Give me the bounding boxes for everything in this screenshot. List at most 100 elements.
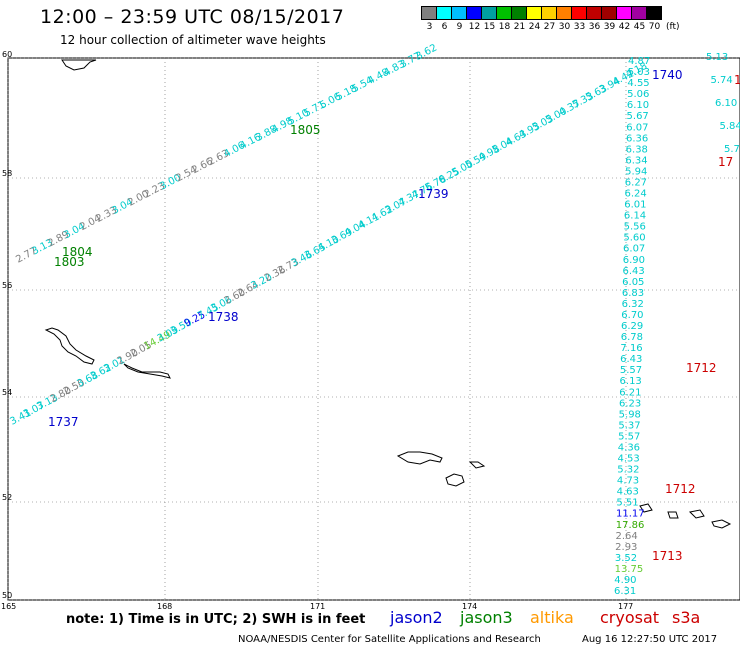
island-kamchatka-tip (61, 59, 97, 71)
color-scale-tick: 36 (588, 22, 601, 32)
wave-height-value: 6.27 (625, 177, 647, 188)
longitude-tick: 174 (462, 602, 477, 611)
wave-height-value: 4.63 (617, 487, 639, 498)
color-scale-tick: 42 (618, 22, 631, 32)
pass-time-label: 1740 (652, 68, 683, 82)
wave-height-value: 4.73 (617, 476, 639, 487)
wave-height-value: 13.75 (615, 564, 644, 575)
wave-height-value: 6.43 (622, 266, 644, 277)
wave-height-value: 6.83 (622, 288, 644, 299)
longitude-tick: 165 (1, 602, 16, 611)
wave-height-value: 6.07 (623, 244, 645, 255)
wave-height-value: 6.43 (620, 354, 642, 365)
color-scale-tick: 30 (558, 22, 571, 32)
pass-time-label: 1739 (418, 187, 449, 201)
island-agattu (445, 473, 465, 487)
pass-time-label: 1805 (290, 123, 321, 137)
color-scale-tick: 9 (456, 22, 463, 32)
wave-height-value: 5.67 (627, 111, 649, 122)
longitude-tick: 168 (157, 602, 172, 611)
island-rat-1 (639, 503, 653, 513)
island-medny (123, 363, 171, 379)
pass-time-labels: 1805180418031739173817371740171217121713… (48, 68, 740, 563)
wave-height-value: 4.90 (614, 575, 636, 586)
color-scale-tick: 12 (468, 22, 481, 32)
wave-height-value: 6.07 (626, 122, 648, 133)
wave-height-value: 5.98 (619, 409, 641, 420)
wave-height-value: 6.10 (627, 100, 649, 111)
wave-height-value: 5.51 (616, 498, 638, 509)
satellite-legend-item: altika (530, 608, 574, 627)
color-scale-tick: 15 (483, 22, 496, 32)
wave-height-value: 6.78 (621, 332, 643, 343)
longitude-tick: 171 (310, 602, 325, 611)
island-attu (396, 451, 443, 465)
credit-line: NOAA/NESDIS Center for Satellite Applica… (238, 634, 541, 645)
latitude-tick: 58 (2, 169, 12, 178)
landmasses (44, 59, 732, 529)
island-rat-3 (711, 519, 732, 529)
wave-height-value: 4.36 (618, 442, 640, 453)
latitude-tick: 60 (2, 50, 12, 59)
footnote: note: 1) Time is in UTC; 2) SWH is in fe… (66, 612, 366, 627)
satellite-track-3: 4.875.034.555.066.105.676.076.366.386.34… (614, 56, 650, 597)
wave-height-value: 6.14 (624, 211, 646, 222)
longitude-tick: 177 (618, 602, 633, 611)
map-frame (7, 57, 740, 601)
wave-height-value: 5.13 (706, 52, 728, 63)
island-rat-4 (667, 511, 679, 519)
wave-height-value: 5.84 (720, 121, 740, 132)
wave-height-value: 6.29 (621, 321, 643, 332)
wave-height-value: 5.06 (627, 89, 649, 100)
wave-height-value: 7.16 (620, 343, 642, 354)
generated-timestamp: Aug 16 12:27:50 UTC 2017 (582, 634, 718, 645)
wave-height-value: 5.60 (623, 233, 645, 244)
wave-height-value: 17.86 (616, 520, 645, 531)
wave-height-value: 5.57 (620, 365, 642, 376)
wave-height-value: 4.55 (627, 78, 649, 89)
satellite-legend-item: s3a (672, 608, 701, 627)
latitude-tick: 54 (2, 388, 12, 397)
pass-time-label: 1 (734, 73, 740, 87)
wave-height-value: 4.87 (628, 56, 650, 67)
wave-height-value: 6.31 (614, 586, 636, 597)
color-scale-tick: 27 (543, 22, 556, 32)
wave-height-value: 6.21 (619, 387, 641, 398)
color-scale-tick: 45 (633, 22, 646, 32)
wave-height-value: 2.93 (615, 542, 637, 553)
pass-time-label: 1712 (686, 361, 717, 375)
pass-time-label: 1738 (208, 310, 239, 324)
wave-height-value: 5.32 (617, 465, 639, 476)
wave-height-value: 5.94 (625, 166, 647, 177)
wave-height-value: 3.52 (615, 553, 637, 564)
pass-time-label: 1737 (48, 415, 79, 429)
island-rat-2 (688, 509, 705, 519)
wave-height-value: 5.03 (628, 67, 650, 78)
color-scale-tick: 39 (603, 22, 616, 32)
wave-height-value: 6.01 (624, 200, 646, 211)
color-scale-tick: 18 (498, 22, 511, 32)
color-scale-tick: 3 (426, 22, 433, 32)
color-scale-unit: (ft) (666, 22, 680, 32)
wave-height-value: 4.53 (618, 454, 640, 465)
latitude-tick: 56 (2, 281, 12, 290)
wave-height-value: 6.90 (623, 255, 645, 266)
wave-height-value: 6.34 (625, 155, 647, 166)
satellite-legend-item: jason2 (390, 608, 443, 627)
pass-time-label: 1803 (54, 255, 85, 269)
wave-height-value: 6.10 (715, 98, 737, 109)
chart-subtitle: 12 hour collection of altimeter wave hei… (60, 33, 326, 47)
chart-title: 12:00 – 23:59 UTC 08/15/2017 (40, 6, 345, 28)
color-scale-tick: 33 (573, 22, 586, 32)
color-scale-tick: 6 (441, 22, 448, 32)
wave-height-value: 6.32 (622, 299, 644, 310)
wave-height-value: 5.74 (711, 75, 733, 86)
latitude-tick: 50 (2, 591, 12, 600)
island-semichi (468, 461, 486, 469)
pass-time-label: 1804 (62, 245, 93, 259)
wave-height-value: 6.70 (621, 310, 643, 321)
wave-height-value: 5.37 (618, 420, 640, 431)
color-scale-tick: 70 (648, 22, 661, 32)
wave-height-value: 5.56 (624, 222, 646, 233)
